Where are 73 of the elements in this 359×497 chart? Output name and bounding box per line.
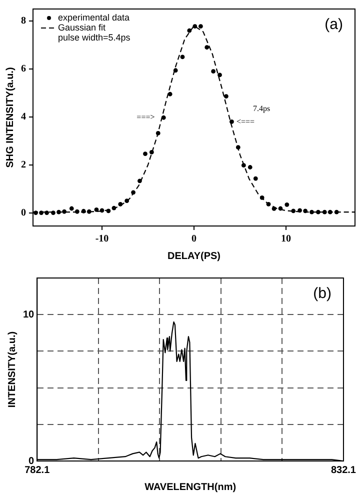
point [74,209,80,214]
annotation: pulse width=5.4ps [58,32,131,42]
point [328,210,332,214]
point [106,208,111,214]
point [34,210,38,216]
point [303,208,308,214]
point [143,152,148,156]
point [298,208,302,213]
point [284,202,290,207]
point [236,145,240,150]
legend-label: Gaussian fit [58,22,106,32]
point [316,210,320,214]
point [44,210,49,216]
point [253,176,258,181]
point [334,210,339,214]
x-tick-label: 0 [192,234,196,245]
y-tick-label: 0 [21,207,26,218]
point [278,206,283,211]
point [173,68,178,73]
point [149,150,154,154]
point [198,24,203,28]
point [224,94,228,98]
x-tick-label: 782.1 [24,464,50,476]
point [51,210,56,216]
annotation: <=== [236,116,256,126]
annotation: (a) [324,16,343,34]
annotation: 7.4ps [253,104,270,113]
point [260,196,264,200]
point [124,198,130,204]
x-axis-title: WAVELENGTH(nm) [144,482,236,493]
point [218,72,222,78]
point [204,45,210,50]
point [131,190,136,195]
point [100,208,104,213]
legend-label: experimental data [58,12,130,22]
point [168,92,172,96]
point [187,28,192,33]
annotation: (b) [313,285,332,302]
point [94,207,99,212]
point [180,54,185,60]
point [230,119,234,124]
point [291,208,296,214]
annotation: ===> [136,112,156,122]
point [62,209,66,214]
y-axis-title: SHG INTENSITY(a.u.) [4,67,16,168]
point [138,178,142,184]
x-axis-title: DELAY(PS) [168,250,220,262]
point [69,206,74,211]
point [86,209,92,214]
x-tick-label: 10 [281,234,291,245]
y-tick-label: 2 [21,159,26,170]
point [39,210,44,216]
y-axis-title: INTENSITY(a.u.) [6,331,18,408]
point [81,208,86,214]
point [211,69,216,74]
point [118,202,123,206]
point [56,210,61,214]
y-tick-label: 4 [21,111,26,122]
point [161,115,166,120]
point [192,24,198,28]
point [156,131,160,136]
point [241,163,246,168]
point [248,165,252,170]
point [322,210,327,214]
y-tick-label: 6 [21,64,26,75]
y-tick-label: 8 [21,16,26,27]
point [266,202,271,206]
x-tick-label: 832.1 [330,464,356,476]
point [272,206,276,211]
point [112,206,116,210]
x-tick-label: -10 [95,234,109,245]
y-tick-label: 10 [23,309,35,320]
point [310,210,314,214]
